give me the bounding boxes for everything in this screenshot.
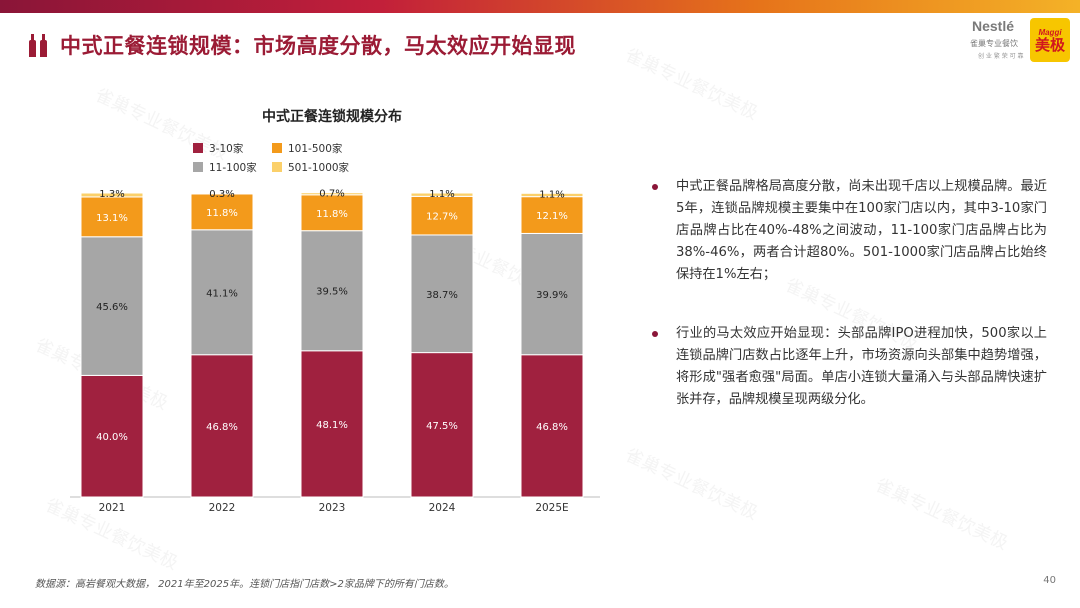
bullet-item: 行业的马太效应开始显现：头部品牌IPO进程加快，500家以上连锁品牌门店数占比逐…	[652, 323, 1047, 411]
data-label: 0.7%	[319, 189, 344, 200]
nestle-wordmark: Nestlé	[972, 18, 1015, 34]
stacked-bar-chart: 中式正餐连锁规模分布 3-10家 101-500家 11-100家 501-1000家 4…	[70, 108, 600, 514]
data-label: 46.8%	[536, 422, 568, 433]
data-label: 1.1%	[429, 189, 454, 200]
data-source-note: 数据源：高岩餐观大数据， 2021年至2025年。连锁门店指门店数>2家品牌下的…	[35, 579, 454, 590]
legend-label: 101-500家	[288, 142, 343, 155]
bar-segment	[520, 192, 584, 198]
bar-segment	[80, 196, 144, 238]
x-tick-label: 2023	[319, 502, 346, 514]
top-gradient-bar	[0, 0, 1080, 13]
data-label: 47.5%	[426, 421, 458, 432]
chart-title: 中式正餐连锁规模分布	[262, 108, 402, 125]
bar-segment	[190, 193, 254, 231]
bar-segment	[300, 230, 364, 352]
bar-segment	[190, 192, 254, 195]
maggi-chinese-name: 美极	[1034, 35, 1065, 54]
legend-swatch	[193, 143, 203, 153]
maggi-wordmark: Maggi	[1038, 27, 1062, 37]
data-label: 0.3%	[209, 189, 234, 200]
legend-swatch	[272, 162, 282, 172]
bullet-dot-icon	[652, 184, 658, 190]
nestle-subtitle: 雀巢专业餐饮	[970, 39, 1018, 48]
bar-segment	[80, 236, 144, 376]
x-tick-label: 2025E	[535, 502, 568, 514]
watermark: 雀巢专业餐饮美极	[871, 474, 1012, 555]
bar-segment	[410, 234, 474, 354]
data-label: 1.1%	[539, 189, 564, 200]
data-label: 11.8%	[206, 208, 238, 219]
bullet-item: 中式正餐品牌格局高度分散，尚未出现千店以上规模品牌。最近5年，连锁品牌规模主要集…	[652, 176, 1047, 286]
watermark: 雀巢专业餐饮美极	[621, 44, 762, 125]
page-title: 中式正餐连锁规模：市场高度分散，马太效应开始显现	[60, 34, 576, 58]
nestle-tagline: 创 业 繁 荣 可 靠	[978, 53, 1024, 60]
data-label: 40.0%	[96, 432, 128, 443]
data-label: 41.1%	[206, 288, 238, 299]
x-tick-label: 2024	[429, 502, 456, 514]
bullet-list: 中式正餐品牌格局高度分散，尚未出现千店以上规模品牌。最近5年，连锁品牌规模主要集…	[652, 176, 1047, 448]
bullet-text: 行业的马太效应开始显现：头部品牌IPO进程加快，500家以上连锁品牌门店数占比逐…	[676, 326, 1047, 407]
bar-segment	[520, 196, 584, 234]
bar-segment	[80, 192, 144, 198]
bullet-dot-icon	[652, 331, 658, 337]
legend-label: 501-1000家	[288, 161, 350, 174]
nestle-logo: Nestlé 雀巢专业餐饮 创 业 繁 荣 可 靠	[964, 16, 1026, 64]
bar-segment	[190, 354, 254, 498]
data-label: 11.8%	[316, 209, 348, 220]
data-label: 48.1%	[316, 420, 348, 431]
legend-swatch	[193, 162, 203, 172]
data-label: 12.7%	[426, 212, 458, 223]
brand-logos: Nestlé 雀巢专业餐饮 创 业 繁 荣 可 靠 Maggi 美极	[964, 16, 1070, 64]
data-label: 13.1%	[96, 213, 128, 224]
maggi-logo: Maggi 美极	[1030, 18, 1070, 62]
bar-segment	[520, 354, 584, 498]
title-row: 中式正餐连锁规模：市场高度分散，马太效应开始显现	[28, 30, 576, 60]
watermark: 雀巢专业餐饮美极	[621, 444, 762, 525]
data-label: 39.9%	[536, 290, 568, 301]
bar-segment	[300, 350, 364, 498]
data-label: 1.3%	[99, 189, 124, 200]
x-tick-label: 2021	[99, 502, 126, 514]
data-label: 12.1%	[536, 211, 568, 222]
page-number: 40	[1043, 575, 1056, 586]
bar-segment	[300, 192, 364, 196]
legend-label: 3-10家	[209, 142, 244, 155]
bar-segment	[300, 194, 364, 232]
legend-swatch	[272, 143, 282, 153]
bullet-text: 中式正餐品牌格局高度分散，尚未出现千店以上规模品牌。最近5年，连锁品牌规模主要集…	[676, 179, 1047, 282]
bar-segment	[410, 195, 474, 236]
data-label: 46.8%	[206, 422, 238, 433]
x-tick-label: 2022	[209, 502, 236, 514]
data-label: 38.7%	[426, 290, 458, 301]
data-label: 45.6%	[96, 302, 128, 313]
bar-segment	[410, 192, 474, 197]
bar-segment	[190, 229, 254, 356]
bar-segment	[410, 352, 474, 498]
legend-label: 11-100家	[209, 161, 257, 174]
data-label: 39.5%	[316, 287, 348, 298]
bottles-icon	[29, 34, 47, 57]
